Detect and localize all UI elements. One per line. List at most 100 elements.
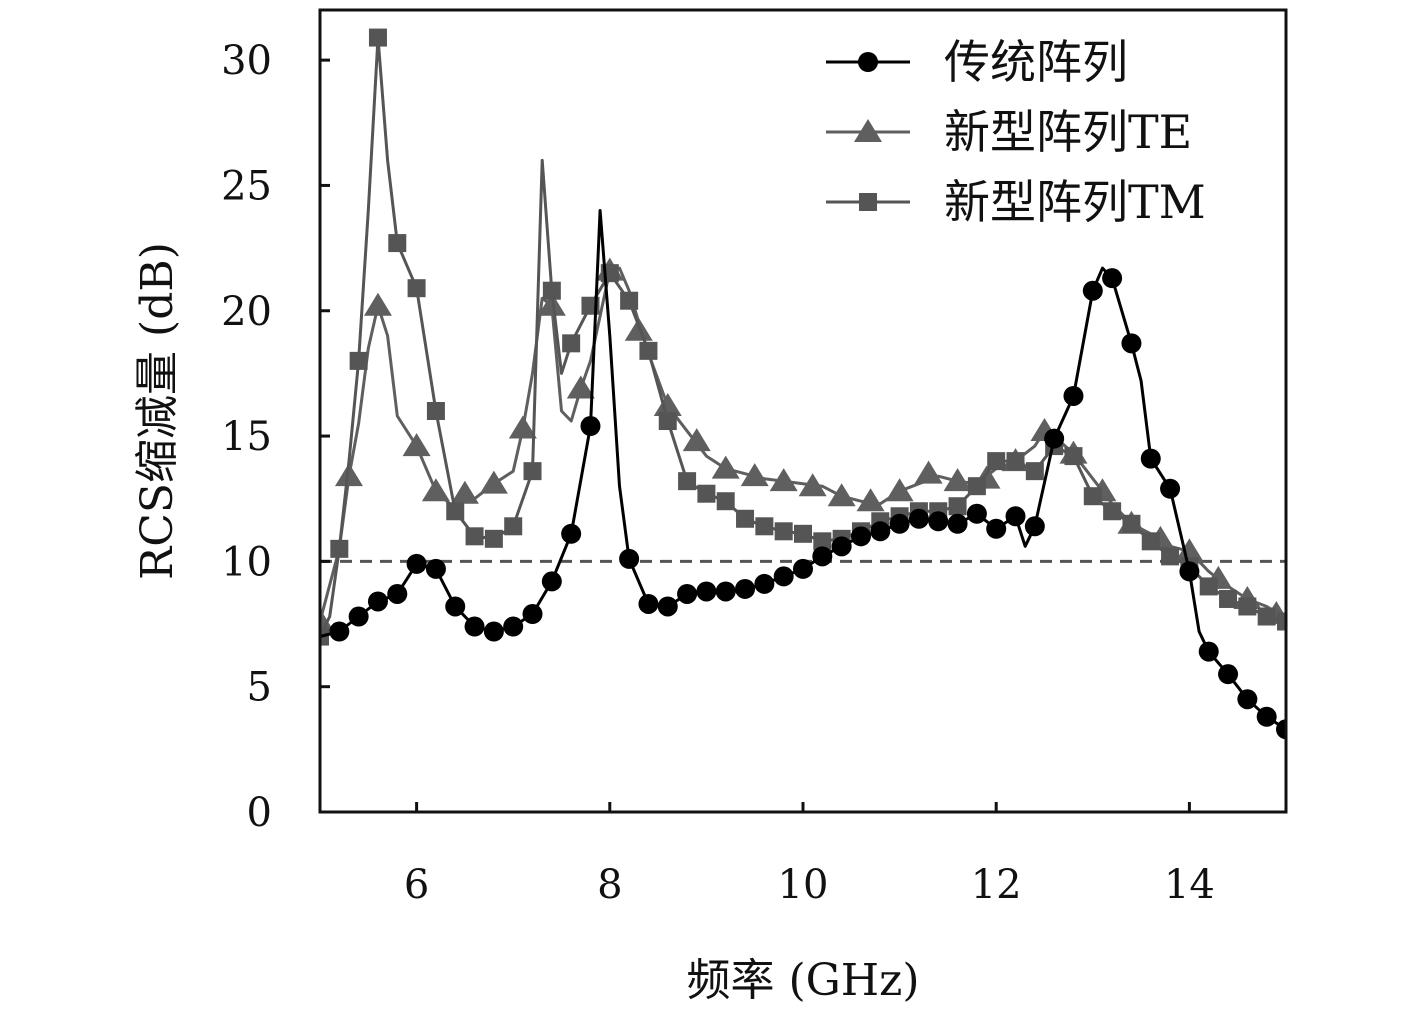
series-2-point-19	[678, 472, 697, 491]
series-0-point-48	[1276, 719, 1286, 740]
series-0-point-30	[928, 511, 949, 532]
series-0-point-29	[908, 508, 929, 529]
x-tick-label-4: 14	[1164, 862, 1215, 908]
series-0-point-12	[561, 523, 582, 544]
y-tick-label-0: 0	[247, 790, 272, 836]
series-1-point-6	[479, 470, 508, 494]
series-0-point-40	[1121, 333, 1142, 354]
legend-marker-2	[859, 193, 877, 211]
series-0-point-6	[445, 596, 466, 617]
series-0-point-11	[541, 571, 562, 592]
series-layer	[320, 28, 1286, 740]
series-2-point-35	[987, 452, 1006, 471]
series-1-point-13	[682, 428, 711, 452]
series-1-point-2	[363, 292, 392, 316]
series-2-point-24	[774, 522, 793, 541]
series-0-point-4	[406, 553, 427, 574]
series-2-point-37	[1025, 462, 1044, 481]
series-2-point-25	[794, 524, 812, 543]
series-0-point-45	[1218, 664, 1239, 685]
series-0-point-14	[619, 548, 640, 569]
series-2-point-33	[948, 497, 967, 516]
x-tick-label-2: 10	[778, 862, 829, 908]
series-0-point-13	[580, 416, 601, 437]
series-line-0	[320, 209, 1286, 731]
series-2-point-3	[368, 28, 387, 47]
series-2-point-48	[1238, 597, 1257, 616]
series-2-point-50	[1277, 612, 1286, 631]
series-0-point-47	[1256, 706, 1277, 727]
series-0-point-9	[503, 616, 524, 637]
series-0-point-42	[1160, 478, 1181, 499]
series-2-point-12	[542, 281, 561, 300]
x-axis: 6 8 10 12 14	[404, 802, 1215, 908]
series-2-point-16	[620, 291, 639, 310]
series-0-point-23	[793, 558, 813, 579]
series-0-point-33	[986, 518, 1007, 539]
series-0-point-43	[1179, 561, 1200, 582]
series-2-point-49	[1257, 607, 1276, 626]
series-0-point-7	[464, 616, 485, 637]
series-0-point-25	[831, 536, 852, 557]
series-0-point-39	[1102, 268, 1123, 289]
legend-label-1: 新型阵列TE	[944, 105, 1192, 159]
series-0-point-20	[735, 578, 756, 599]
series-2-point-47	[1219, 589, 1238, 608]
series-1-point-7	[508, 415, 537, 439]
series-2-point-23	[755, 517, 774, 536]
y-tick-label-3: 15	[221, 414, 272, 460]
series-1-point-12	[653, 392, 682, 416]
series-2-point-8	[465, 527, 484, 546]
legend-marker-0	[858, 52, 878, 72]
series-0-point-3	[387, 583, 408, 604]
series-2-point-18	[658, 412, 677, 431]
series-2-point-43	[1141, 532, 1160, 551]
series-1-point-30	[1175, 538, 1204, 562]
series-0-point-5	[425, 558, 446, 579]
legend-marker-1	[854, 119, 882, 142]
series-2-point-39	[1064, 447, 1083, 466]
series-0-point-44	[1198, 641, 1219, 662]
series-0-point-17	[677, 583, 698, 604]
series-0-point-38	[1082, 280, 1103, 301]
series-0-point-26	[850, 526, 871, 547]
series-2-point-5	[407, 279, 426, 298]
series-1-point-9	[566, 375, 595, 399]
series-2-point-4	[388, 234, 407, 253]
series-0-point-10	[522, 604, 543, 625]
series-2-point-1	[330, 539, 349, 558]
series-0-point-1	[348, 606, 369, 627]
x-axis-title: 频率 (GHz)	[686, 955, 919, 1006]
series-2-point-41	[1103, 502, 1122, 521]
series-2-point-11	[523, 462, 542, 481]
series-2-point-26	[813, 532, 832, 551]
series-2-point-34	[967, 477, 986, 496]
series-1-point-17	[798, 473, 827, 497]
series-2-point-20	[697, 484, 716, 503]
y-tick-label-1: 5	[247, 665, 272, 711]
series-1-point-21	[914, 460, 943, 484]
x-tick-label-3: 12	[971, 862, 1022, 908]
series-2-point-10	[504, 517, 523, 536]
series-0-point-8	[483, 621, 504, 642]
series-0-point-24	[812, 546, 833, 567]
series-0	[320, 209, 1286, 740]
series-1-point-19	[856, 488, 885, 512]
series-2-point-2	[349, 351, 368, 370]
series-0-point-18	[696, 581, 717, 602]
series-1-point-20	[885, 478, 914, 502]
series-1-point-14	[711, 455, 740, 479]
series-2-point-9	[484, 529, 503, 548]
series-1-point-15	[740, 463, 769, 487]
series-0-point-19	[715, 581, 736, 602]
series-1-point-4	[421, 478, 450, 502]
series-2-point-40	[1083, 487, 1102, 506]
y-axis: 0 5 10 15 20 25 30	[221, 38, 330, 836]
series-2-point-22	[736, 509, 755, 528]
y-tick-label-6: 30	[221, 38, 272, 84]
y-axis-title: RCS缩减量 (dB)	[132, 242, 183, 580]
series-0-point-31	[947, 513, 968, 534]
series-0-point-36	[1044, 428, 1065, 449]
